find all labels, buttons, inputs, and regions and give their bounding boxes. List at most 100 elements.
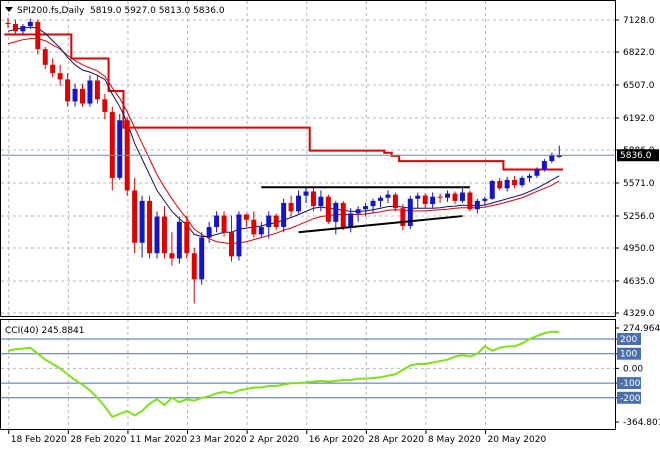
candle bbox=[340, 200, 346, 231]
candle-body bbox=[132, 190, 138, 243]
candle-body bbox=[527, 175, 532, 178]
cci-tick-label: -200 bbox=[620, 394, 641, 404]
candle-body bbox=[102, 99, 108, 112]
candle-body bbox=[541, 161, 547, 170]
candle-body bbox=[288, 202, 294, 212]
candle bbox=[199, 232, 205, 285]
candle-body bbox=[296, 195, 302, 212]
candle bbox=[445, 190, 451, 202]
candle-body bbox=[184, 221, 190, 254]
candle-body bbox=[266, 215, 272, 228]
candle bbox=[87, 75, 93, 107]
candle-body bbox=[489, 180, 495, 199]
candle bbox=[415, 192, 421, 209]
candle bbox=[422, 193, 428, 209]
candle-body bbox=[251, 219, 257, 235]
candle bbox=[243, 213, 249, 228]
candle-body bbox=[378, 197, 383, 201]
candles bbox=[5, 17, 562, 304]
candle bbox=[407, 195, 413, 230]
candle-body bbox=[549, 154, 555, 162]
candle bbox=[236, 211, 242, 261]
candle bbox=[206, 221, 212, 243]
candle-body bbox=[147, 200, 153, 254]
candle-body bbox=[452, 193, 458, 201]
candle bbox=[176, 216, 182, 264]
candle-body bbox=[57, 73, 63, 80]
candle bbox=[303, 188, 309, 203]
candle bbox=[527, 173, 532, 183]
candle bbox=[139, 195, 145, 258]
candle-body bbox=[221, 215, 227, 233]
candle-body bbox=[467, 192, 473, 210]
date-tick-label: 28 Apr 2020 bbox=[368, 435, 424, 445]
date-tick-label: 2 Apr 2020 bbox=[249, 435, 299, 445]
cci-tick-label: 200 bbox=[620, 335, 637, 345]
current-price-label: 5836.0 bbox=[620, 151, 652, 161]
candle bbox=[318, 190, 324, 212]
candle bbox=[184, 215, 190, 259]
candle bbox=[102, 94, 108, 120]
candle-body bbox=[258, 227, 264, 235]
candle bbox=[385, 190, 391, 203]
candle bbox=[94, 75, 100, 104]
candle-body bbox=[385, 194, 391, 198]
candle bbox=[459, 188, 465, 203]
candle-body bbox=[348, 213, 354, 228]
cci-label: CCI(40) 245.8841 bbox=[5, 326, 85, 336]
candle bbox=[229, 215, 234, 262]
candle-body bbox=[161, 216, 167, 254]
candle bbox=[50, 58, 56, 78]
candle bbox=[42, 47, 48, 69]
candle-body bbox=[303, 191, 309, 196]
candle bbox=[109, 106, 115, 191]
date-tick-label: 28 Feb 2020 bbox=[70, 435, 126, 445]
candle-body bbox=[117, 120, 123, 178]
trendlines bbox=[261, 186, 470, 234]
candle-body bbox=[474, 200, 480, 210]
candle-body bbox=[12, 23, 18, 32]
candle bbox=[65, 73, 71, 107]
candle-body bbox=[20, 26, 26, 32]
candle-body bbox=[243, 214, 249, 220]
candle bbox=[482, 196, 488, 206]
menu-triangle-icon[interactable] bbox=[5, 7, 13, 12]
candle bbox=[154, 211, 160, 259]
candle bbox=[355, 206, 361, 222]
candle-body bbox=[482, 198, 488, 201]
price-tick-label: 4635.0 bbox=[623, 277, 655, 287]
candle bbox=[363, 202, 369, 217]
candle-body bbox=[430, 196, 436, 205]
date-tick-label: 8 May 2020 bbox=[428, 435, 481, 445]
candle bbox=[281, 198, 287, 233]
candle-body bbox=[422, 195, 428, 205]
candle-body bbox=[407, 198, 413, 227]
candle bbox=[214, 211, 220, 233]
candle bbox=[35, 19, 41, 55]
cci-series bbox=[7, 330, 560, 419]
candle bbox=[132, 177, 138, 254]
cci-level-badge bbox=[617, 377, 641, 390]
date-tick-label: 20 May 2020 bbox=[488, 435, 547, 445]
candle bbox=[221, 211, 227, 237]
candle-body bbox=[199, 237, 205, 280]
cci-tick-label: 100 bbox=[620, 350, 637, 360]
support-line bbox=[298, 215, 463, 234]
candle bbox=[504, 176, 510, 192]
price-tick-label: 6507.0 bbox=[623, 81, 655, 91]
candle bbox=[124, 117, 130, 196]
candle bbox=[452, 191, 458, 205]
candle-body bbox=[534, 169, 540, 176]
candle-body bbox=[355, 209, 361, 214]
candle bbox=[370, 198, 376, 214]
candle-body bbox=[50, 64, 56, 74]
candle bbox=[519, 175, 525, 188]
candle-body bbox=[236, 214, 242, 257]
candle-body bbox=[497, 180, 503, 189]
candle bbox=[80, 83, 85, 107]
candle bbox=[348, 208, 354, 233]
candle bbox=[392, 192, 398, 212]
candle-body bbox=[512, 179, 518, 186]
candle-body bbox=[72, 88, 78, 102]
